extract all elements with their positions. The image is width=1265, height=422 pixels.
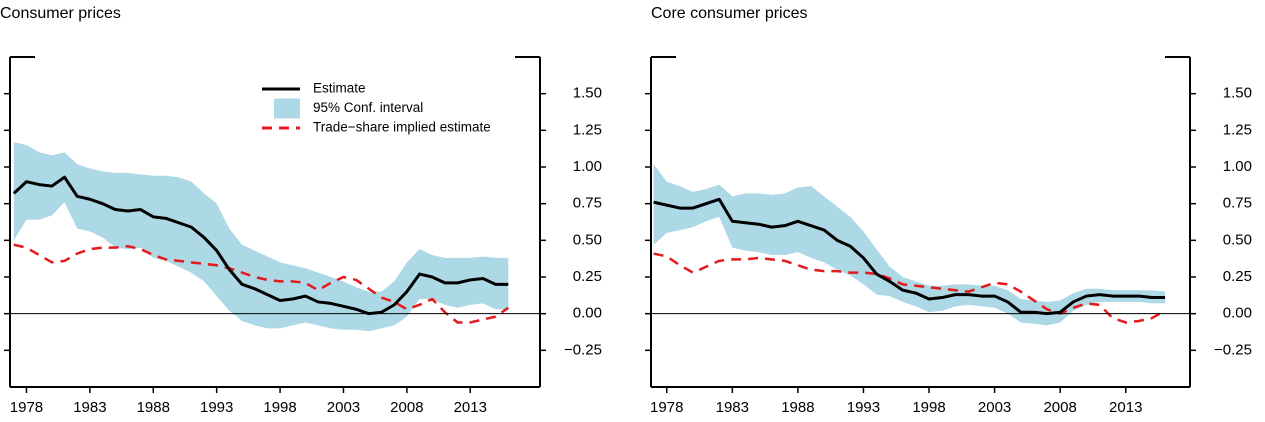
- y-tick-label: 0.50: [573, 231, 602, 248]
- legend-label: Estimate: [313, 81, 366, 96]
- legend-label: Trade−share implied estimate: [313, 120, 491, 135]
- x-tick-label: 1993: [200, 399, 233, 416]
- implied-line: [653, 252, 1166, 324]
- x-tick-label: 2003: [327, 399, 360, 416]
- y-tick-label: 0.00: [1223, 305, 1252, 322]
- legend-label: 95% Conf. interval: [313, 100, 423, 115]
- y-tick-label: 1.25: [1223, 121, 1252, 138]
- x-tick-label: 1983: [716, 399, 749, 416]
- chart-title: Core consumer prices: [651, 5, 808, 22]
- x-tick-label: 1993: [847, 399, 880, 416]
- x-tick-label: 1978: [650, 399, 683, 416]
- x-tick-label: 1988: [781, 399, 814, 416]
- y-tick-label: 1.00: [573, 158, 602, 175]
- y-tick-label: 1.50: [573, 85, 602, 102]
- y-tick-label: −0.25: [564, 341, 602, 358]
- estimate-line: [653, 197, 1166, 316]
- y-tick-label: 1.50: [1223, 85, 1252, 102]
- x-tick-label: 2013: [1109, 399, 1142, 416]
- implied-line: [13, 243, 510, 324]
- chart-title: Consumer prices: [0, 5, 121, 22]
- legend-key: [274, 98, 300, 119]
- x-tick-label: 2003: [978, 399, 1011, 416]
- x-tick-label: 1998: [263, 399, 296, 416]
- y-tick-label: 0.25: [573, 268, 602, 285]
- y-tick-label: 0.75: [1223, 195, 1252, 212]
- y-tick-label: 1.00: [1223, 158, 1252, 175]
- confidence-band: [653, 164, 1166, 326]
- x-tick-label: 1978: [10, 399, 43, 416]
- confidence-band: [13, 142, 509, 332]
- y-tick-label: 0.50: [1223, 231, 1252, 248]
- y-tick-label: −0.25: [1214, 341, 1252, 358]
- x-tick-label: 1988: [137, 399, 170, 416]
- y-tick-label: 0.25: [1223, 268, 1252, 285]
- x-tick-label: 2013: [454, 399, 487, 416]
- y-tick-label: 0.75: [573, 195, 602, 212]
- y-tick-label: 1.25: [573, 121, 602, 138]
- x-tick-label: 1998: [912, 399, 945, 416]
- x-tick-label: 2008: [1043, 399, 1076, 416]
- estimate-line: [12, 175, 509, 316]
- y-tick-label: 0.00: [573, 305, 602, 322]
- x-tick-label: 2008: [390, 399, 423, 416]
- x-tick-label: 1983: [73, 399, 106, 416]
